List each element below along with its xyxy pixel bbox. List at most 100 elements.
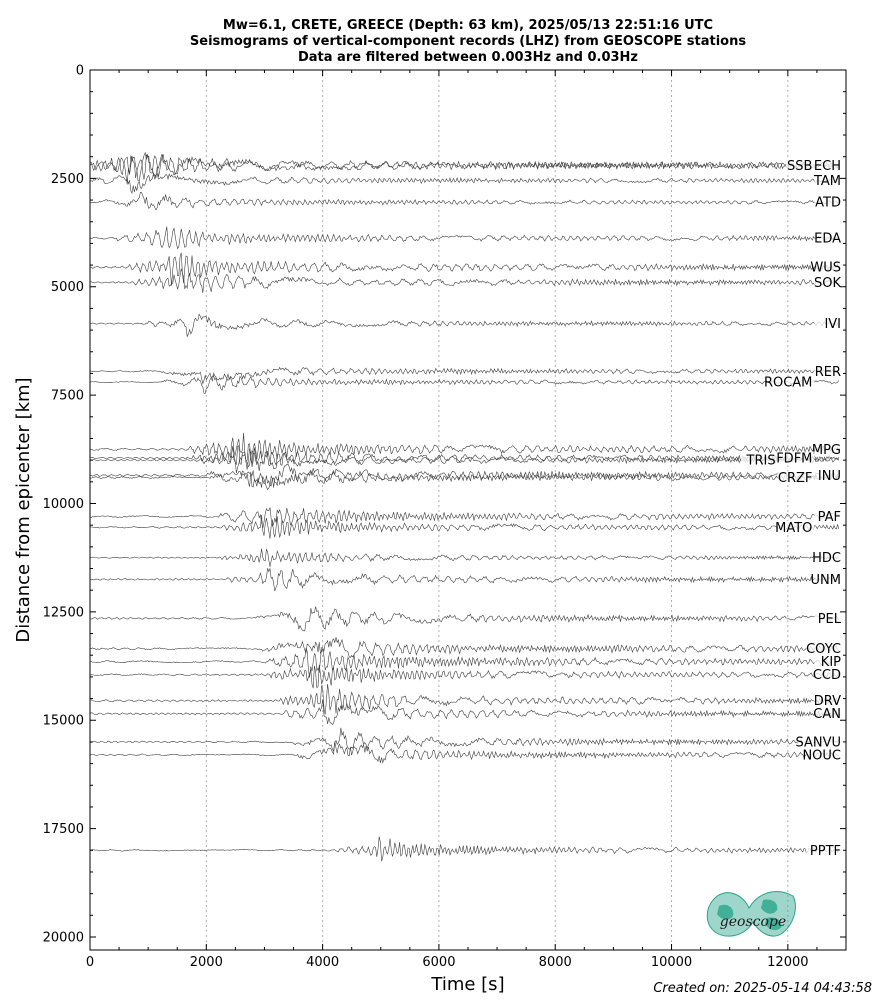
station-label-bg (814, 694, 843, 709)
trace-atd (89, 191, 839, 211)
station-label-kip: KIP (821, 655, 841, 670)
x-tick-label-8000: 8000 (539, 955, 572, 970)
station-label-bg (814, 707, 843, 722)
station-label-bg (806, 642, 843, 657)
station-label-bg (769, 375, 815, 390)
trace-hdc (89, 548, 840, 567)
station-label-bg (777, 520, 815, 535)
trace-mpg (89, 432, 840, 465)
station-label-pel: PEL (818, 612, 842, 627)
trace-unm (89, 567, 840, 592)
trace-fdfm (89, 444, 840, 470)
y-tick-label-5000: 5000 (51, 280, 84, 295)
trace-tam (89, 172, 839, 195)
trace-wus (89, 252, 840, 286)
station-label-bg (814, 468, 843, 483)
x-tick-label-6000: 6000 (422, 955, 455, 970)
station-label-bg (798, 735, 843, 750)
created-on-timestamp: Created on: 2025-05-14 04:43:58 (653, 981, 872, 996)
trace-sok (89, 268, 839, 294)
axes: 0 2000 4000 6000 8000 10000 12000 0 2500 5000 7500… (43, 64, 846, 970)
y-tick-label-20000: 20000 (43, 930, 84, 945)
trace-rer (89, 366, 839, 385)
trace-crzf (89, 470, 840, 487)
trace-drv (89, 684, 840, 715)
plot-frame (89, 69, 847, 951)
chart-title-line-3: Data are filtered between 0.003Hz and 0.… (297, 50, 639, 65)
geoscope-logo: geoscope (706, 891, 796, 937)
x-tick-label-4000: 4000 (306, 955, 339, 970)
station-label-tam: TAM (813, 174, 841, 189)
x-tick-label-12000: 12000 (767, 955, 808, 970)
trace-inu (89, 463, 840, 491)
station-label-bg (814, 275, 843, 290)
station-label-pptf: PPTF (810, 844, 841, 859)
station-label-sok: SOK (814, 276, 841, 291)
x-axis-label: Time [s] (430, 974, 504, 995)
station-label-bg (814, 668, 843, 683)
station-label-mpg: MPG (812, 443, 841, 458)
station-label-bg (814, 158, 843, 173)
station-label-bg (814, 510, 843, 525)
trace-tris (89, 450, 840, 474)
station-label-bg (814, 551, 843, 566)
x-tick-label-2000: 2000 (190, 955, 223, 970)
y-axis-label: Distance from epicenter [km] (13, 377, 34, 642)
trace-ssb (89, 151, 839, 185)
station-label-bg (814, 655, 843, 670)
station-label-mato: MATO (775, 521, 812, 536)
station-label-bg (814, 195, 843, 210)
station-label-bg (814, 231, 843, 246)
x-tick-label-10000: 10000 (651, 955, 692, 970)
station-label-sanvu: SANVU (795, 735, 841, 750)
y-tick-label-0: 0 (76, 64, 84, 79)
station-label-unm: UNM (811, 573, 841, 588)
station-label-fdfm: FDFM (776, 451, 812, 466)
station-label-bg (814, 611, 843, 626)
station-label-bg (740, 453, 778, 468)
logo-text: geoscope (720, 914, 786, 930)
station-label-wus: WUS (810, 261, 841, 276)
station-label-bg (814, 572, 843, 587)
station-label-eda: EDA (814, 232, 841, 247)
station-label-hdc: HDC (812, 551, 841, 566)
station-label-tris: TRIS (746, 454, 776, 469)
station-label-bg (814, 174, 843, 189)
station-label-bg (814, 260, 843, 275)
station-label-bg (814, 317, 843, 332)
x-tick-label-0: 0 (86, 955, 94, 970)
trace-sanvu (89, 727, 840, 752)
trace-ccd (89, 664, 840, 689)
station-label-paf: PAF (818, 510, 841, 525)
trace-rocam (89, 372, 840, 394)
station-label-ech: ECH (814, 159, 841, 174)
trace-ech (89, 154, 840, 180)
chart-title-line-2: Seismograms of vertical-component record… (189, 34, 747, 49)
trace-pel (89, 606, 840, 632)
station-label-bg (814, 364, 843, 379)
trace-nouc (89, 741, 839, 764)
station-label-crzf: CRZF (778, 471, 813, 486)
station-label-bg (777, 470, 815, 485)
y-tick-label-10000: 10000 (43, 497, 84, 512)
chart-title-line-1: Mw=6.1, CRETE, GREECE (Depth: 63 km), 20… (222, 18, 714, 33)
trace-coyc (89, 637, 839, 658)
station-label-nouc: NOUC (802, 748, 841, 763)
y-tick-label-12500: 12500 (43, 605, 84, 620)
station-label-rocam: ROCAM (764, 376, 812, 391)
station-label-inu: INU (818, 469, 841, 484)
station-label-atd: ATD (815, 196, 841, 211)
station-label-bg (806, 843, 843, 858)
station-label-can: CAN (813, 707, 841, 722)
trace-ivi (89, 313, 839, 338)
grid-lines (205, 70, 789, 950)
station-label-ssb: SSB (787, 159, 812, 174)
station-label-bg (777, 451, 815, 466)
station-label-drv: DRV (814, 694, 841, 709)
station-label-coyc: COYC (806, 642, 841, 657)
y-tick-label-2500: 2500 (51, 172, 84, 187)
station-label-ivi: IVI (824, 317, 841, 332)
station-label-rer: RER (815, 365, 841, 380)
